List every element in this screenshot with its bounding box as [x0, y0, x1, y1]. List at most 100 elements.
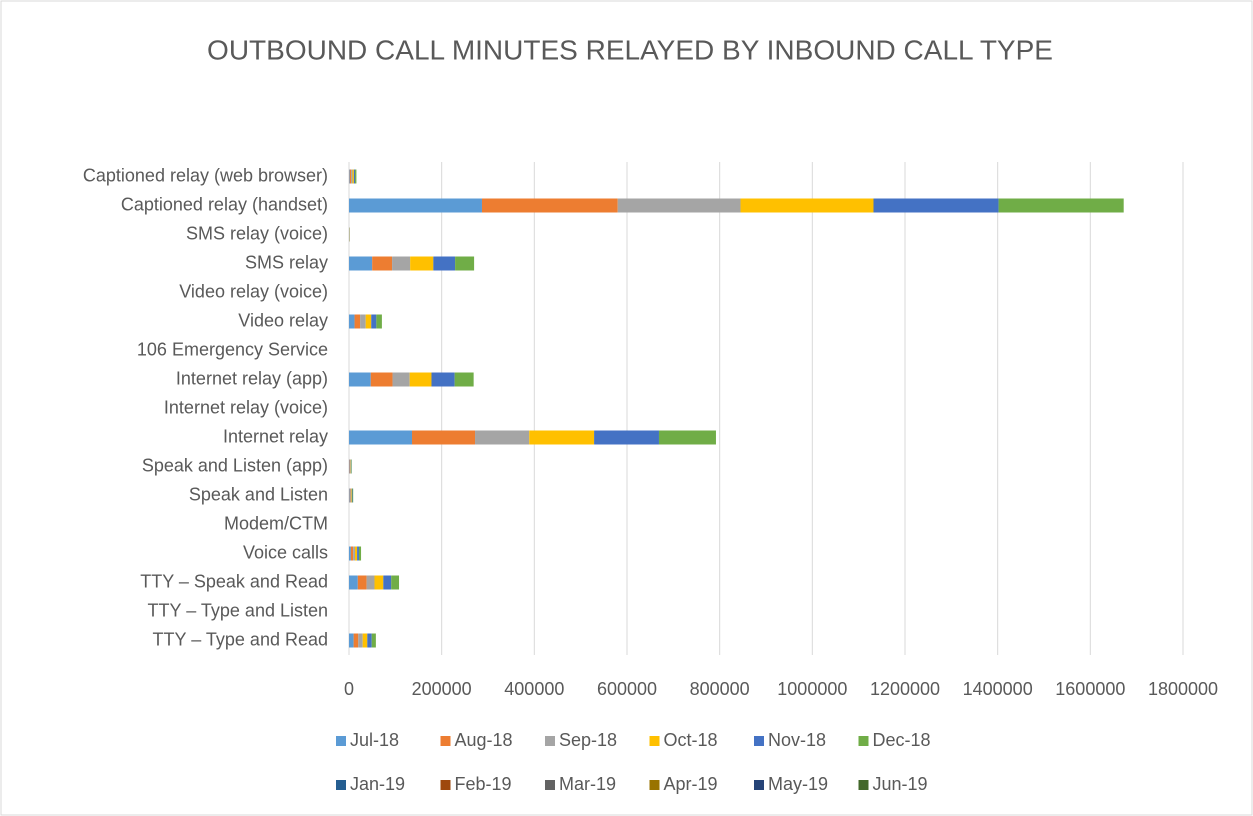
legend-swatch	[649, 736, 660, 746]
bar-segment	[475, 430, 530, 445]
legend-label: Jan-19	[350, 774, 405, 794]
bar-segment	[366, 575, 375, 590]
bar-segment	[355, 546, 358, 561]
x-tick-label: 1000000	[777, 679, 847, 699]
bar-segment	[349, 488, 350, 503]
bar-segment	[392, 372, 410, 387]
y-tick-label: SMS relay	[245, 252, 328, 272]
legend-label: Nov-18	[768, 730, 826, 750]
x-tick-label: 600000	[597, 679, 657, 699]
y-tick-label: TTY – Type and Listen	[148, 600, 328, 620]
y-tick-label: Speak and Listen (app)	[142, 455, 328, 475]
bar-segment	[370, 372, 393, 387]
bar-segment	[349, 546, 351, 561]
y-tick-label: Internet relay (app)	[176, 368, 328, 388]
y-tick-label: TTY – Type and Read	[153, 629, 328, 649]
bar-segment	[349, 633, 354, 648]
y-tick-label: Speak and Listen	[189, 484, 328, 504]
bar-segment	[353, 633, 359, 648]
bar-segment	[350, 488, 352, 503]
bar-segment	[740, 198, 874, 213]
legend-label: Jul-18	[350, 730, 399, 750]
bar-segment	[365, 314, 372, 329]
bar-segment	[374, 575, 384, 590]
bar-segment	[409, 372, 432, 387]
bar-segment	[351, 169, 353, 184]
bar-segment	[349, 169, 352, 184]
bar-segment	[998, 198, 1124, 213]
bar-segment	[349, 169, 350, 184]
x-tick-label: 200000	[412, 679, 472, 699]
y-tick-label: Modem/CTM	[224, 513, 328, 533]
x-tick-label: 1200000	[870, 679, 940, 699]
bar-segment	[455, 256, 475, 271]
legend-swatch	[545, 780, 555, 790]
bar-segment	[594, 430, 659, 445]
bar-segment	[352, 169, 354, 184]
bar-segment	[352, 488, 354, 503]
legend-label: Dec-18	[873, 730, 931, 750]
legend-label: Mar-19	[559, 774, 616, 794]
bar-segment	[412, 430, 476, 445]
y-tick-label: SMS relay (voice)	[186, 223, 328, 243]
bar-segment	[391, 575, 400, 590]
bar-segment	[454, 372, 474, 387]
legend-swatch	[649, 780, 660, 790]
bar-segment	[349, 430, 413, 445]
legend-swatch	[858, 736, 869, 746]
legend-swatch	[440, 780, 451, 790]
y-tick-label: Captioned relay (handset)	[121, 194, 328, 214]
bar-segment	[353, 546, 356, 561]
bar-segment	[351, 488, 353, 503]
legend-swatch	[545, 736, 555, 746]
bar-segment	[617, 198, 741, 213]
legend-swatch	[858, 780, 869, 790]
x-tick-label: 1800000	[1148, 679, 1218, 699]
x-tick-label: 1400000	[963, 679, 1033, 699]
bar-segment	[383, 575, 392, 590]
bar-segment	[350, 546, 354, 561]
x-tick-label: 400000	[504, 679, 564, 699]
bar-segment	[358, 633, 363, 648]
legend-label: Sep-18	[559, 730, 617, 750]
bar-segment	[355, 169, 357, 184]
y-tick-label: Voice calls	[243, 542, 328, 562]
bar-segment	[658, 430, 716, 445]
bar-segment	[351, 488, 352, 503]
legend-swatch	[754, 736, 764, 746]
bar-segment	[529, 430, 595, 445]
bar-segment	[433, 256, 456, 271]
bar-segment	[349, 198, 482, 213]
bar-segment	[372, 256, 393, 271]
y-tick-label: Video relay	[238, 310, 328, 330]
y-tick-label: Internet relay	[223, 426, 328, 446]
bar-segment	[481, 198, 618, 213]
y-tick-label: TTY – Speak and Read	[140, 571, 328, 591]
bar-segment	[353, 169, 356, 184]
legend-swatch	[336, 780, 346, 790]
legend-swatch	[440, 736, 451, 746]
bar-segment	[362, 633, 368, 648]
bar-segment	[349, 488, 351, 503]
bar-segment	[410, 256, 434, 271]
y-tick-label: 106 Emergency Service	[137, 339, 328, 359]
legend-label: May-19	[768, 774, 828, 794]
legend-swatch	[336, 736, 346, 746]
bar-segment	[357, 575, 367, 590]
bar-segment	[357, 546, 359, 561]
bar-segment	[371, 633, 376, 648]
x-tick-label: 1600000	[1055, 679, 1125, 699]
legend-label: Jun-19	[873, 774, 928, 794]
bar-segment	[376, 314, 382, 329]
y-tick-label: Captioned relay (web browser)	[83, 165, 328, 185]
bar-segment	[371, 314, 377, 329]
y-tick-label: Internet relay (voice)	[164, 397, 328, 417]
bar-segment	[360, 314, 366, 329]
y-tick-label: Video relay (voice)	[179, 281, 328, 301]
bar-segment	[349, 372, 371, 387]
legend-label: Aug-18	[455, 730, 513, 750]
bar-segment	[431, 372, 455, 387]
bar-segment	[392, 256, 411, 271]
bar-segment	[349, 256, 373, 271]
